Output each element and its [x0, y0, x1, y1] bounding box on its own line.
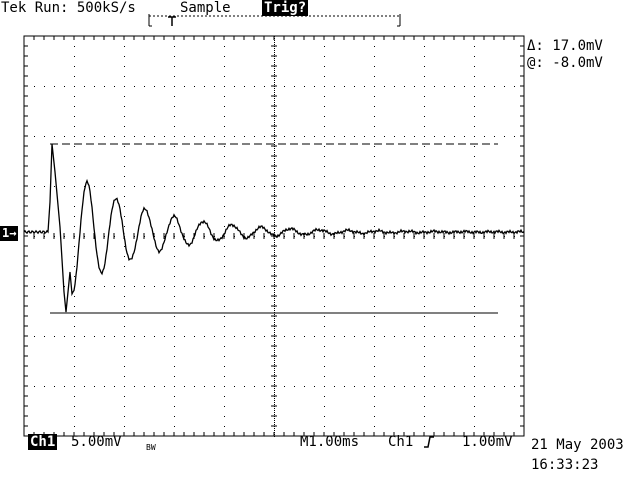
trigger-position-bracket: [148, 14, 401, 27]
waveform-trace: [23, 143, 525, 313]
capture-time: 16:33:23: [531, 457, 599, 473]
status-bar: Tek Run: 500kS/s Sample Trig?: [0, 0, 640, 18]
volts-per-division: 5.00mV: [71, 434, 122, 450]
trigger-level: 1.00mV: [462, 434, 513, 450]
graticule: [23, 35, 525, 437]
trigger-source: Ch1: [388, 434, 414, 450]
rising-edge-icon: [423, 434, 435, 453]
cursor-lines: [50, 143, 498, 314]
bottom-readout-bar: Ch1 5.00mV BW M1.00ms Ch1 1.00mV 21 May …: [0, 432, 640, 480]
acquisition-mode: Sample: [180, 0, 231, 16]
channel-badge: Ch1: [28, 434, 58, 450]
channel1-ground-marker: 1→: [0, 226, 19, 241]
timebase-setting: M1.00ms: [300, 434, 360, 450]
capture-date: 21 May 2003: [531, 437, 624, 453]
bandwidth-limit-indicator: BW: [146, 443, 156, 452]
trigger-status-badge: Trig?: [262, 0, 309, 16]
cursor-position-readout: @: -8.0mV: [527, 55, 603, 71]
run-status: Tek Run: 500kS/s: [1, 0, 136, 16]
cursor-delta-readout: Δ: 17.0mV: [527, 38, 603, 54]
